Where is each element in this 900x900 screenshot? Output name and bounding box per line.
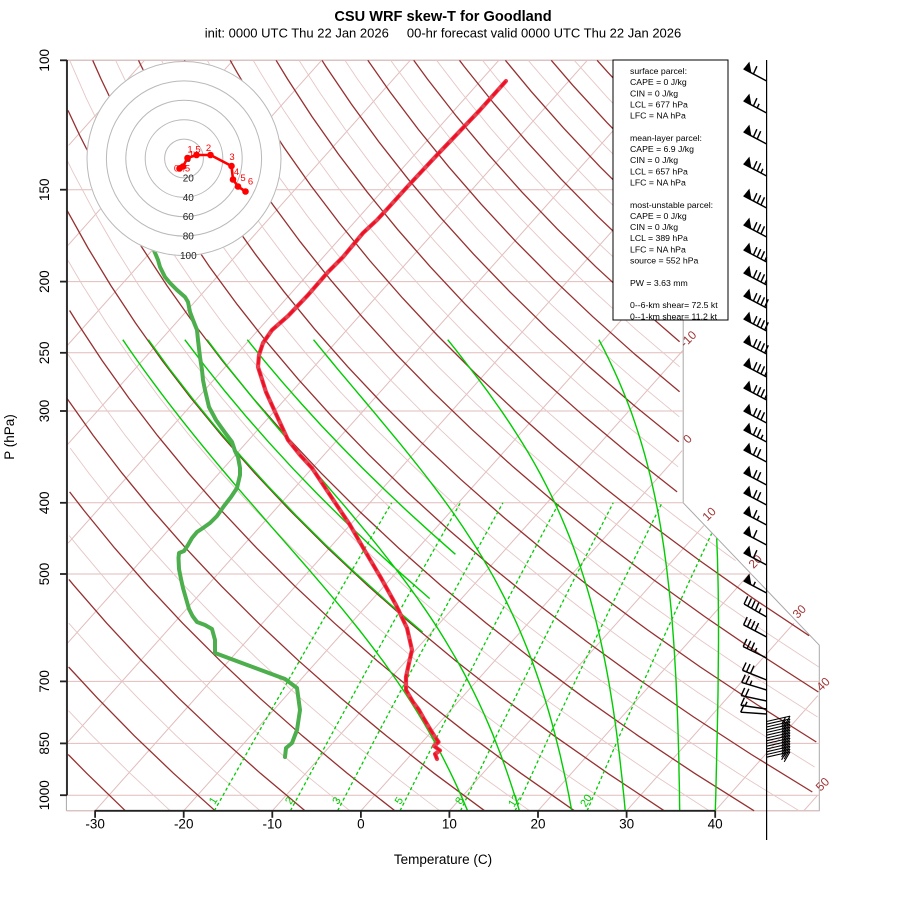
svg-text:-20: -20 — [174, 817, 194, 832]
svg-text:60: 60 — [183, 212, 195, 223]
svg-text:LCL = 677 hPa: LCL = 677 hPa — [630, 100, 688, 110]
svg-text:40: 40 — [708, 817, 723, 832]
svg-text:CAPE = 6.9 J/kg: CAPE = 6.9 J/kg — [630, 144, 694, 154]
svg-text:Temperature (C): Temperature (C) — [394, 852, 492, 867]
svg-text:LCL = 389 hPa: LCL = 389 hPa — [630, 233, 688, 243]
svg-text:0: 0 — [357, 817, 365, 832]
svg-text:LFC = NA hPa: LFC = NA hPa — [630, 178, 686, 188]
svg-text:150: 150 — [37, 178, 52, 201]
svg-text:CIN = 0 J/kg: CIN = 0 J/kg — [630, 222, 678, 232]
svg-text:2: 2 — [283, 795, 296, 807]
svg-text:5: 5 — [393, 795, 406, 807]
svg-text:-10: -10 — [263, 817, 283, 832]
svg-text:500: 500 — [37, 563, 52, 586]
svg-text:CAPE = 0 J/kg: CAPE = 0 J/kg — [630, 77, 687, 87]
svg-text:LCL = 657 hPa: LCL = 657 hPa — [630, 166, 688, 176]
svg-text:40: 40 — [183, 193, 195, 204]
svg-text:P (hPa): P (hPa) — [2, 414, 17, 460]
svg-text:most-unstable parcel:: most-unstable parcel: — [630, 200, 713, 210]
svg-text:20: 20 — [183, 173, 195, 184]
svg-text:1000: 1000 — [37, 780, 52, 810]
svg-text:400: 400 — [37, 492, 52, 515]
svg-text:20: 20 — [530, 817, 545, 832]
svg-text:CIN = 0 J/kg: CIN = 0 J/kg — [630, 88, 678, 98]
svg-text:80: 80 — [183, 232, 195, 243]
svg-text:300: 300 — [37, 400, 52, 423]
svg-text:5: 5 — [240, 173, 245, 184]
svg-text:200: 200 — [37, 270, 52, 293]
svg-text:100: 100 — [37, 49, 52, 72]
svg-text:250: 250 — [37, 342, 52, 365]
svg-text:2: 2 — [206, 143, 211, 154]
svg-text:6: 6 — [248, 177, 253, 188]
svg-text:10: 10 — [442, 817, 457, 832]
svg-text:100: 100 — [180, 251, 197, 262]
svg-text:1: 1 — [189, 150, 194, 161]
svg-text:0.5: 0.5 — [177, 164, 190, 175]
svg-text:init: 0000 UTC Thu 22 Jan 2026: init: 0000 UTC Thu 22 Jan 2026 00-hr for… — [205, 26, 681, 41]
svg-text:850: 850 — [37, 732, 52, 755]
svg-text:surface parcel:: surface parcel: — [630, 66, 687, 76]
svg-text:8: 8 — [453, 795, 466, 807]
svg-text:0--1-km shear= 11.2 kt: 0--1-km shear= 11.2 kt — [630, 311, 718, 321]
svg-text:CSU WRF skew-T for Goodland: CSU WRF skew-T for Goodland — [334, 9, 551, 25]
svg-text:700: 700 — [37, 670, 52, 693]
svg-text:20: 20 — [578, 793, 595, 810]
svg-text:3: 3 — [330, 795, 343, 807]
svg-text:1.5: 1.5 — [187, 145, 200, 156]
svg-text:-30: -30 — [85, 817, 105, 832]
svg-text:12: 12 — [506, 793, 523, 810]
svg-text:CIN = 0 J/kg: CIN = 0 J/kg — [630, 155, 678, 165]
svg-text:1: 1 — [207, 795, 220, 807]
svg-text:PW = 3.63 mm: PW = 3.63 mm — [630, 278, 688, 288]
svg-text:0--6-km shear= 72.5 kt: 0--6-km shear= 72.5 kt — [630, 300, 718, 310]
svg-text:mean-layer parcel:: mean-layer parcel: — [630, 133, 702, 143]
svg-text:0: 0 — [174, 164, 179, 175]
svg-text:LFC = NA hPa: LFC = NA hPa — [630, 111, 686, 121]
svg-text:4: 4 — [234, 167, 239, 178]
svg-text:LFC = NA hPa: LFC = NA hPa — [630, 244, 686, 254]
svg-text:30: 30 — [619, 817, 634, 832]
svg-text:CAPE = 0 J/kg: CAPE = 0 J/kg — [630, 211, 687, 221]
svg-text:source = 552 hPa: source = 552 hPa — [630, 256, 699, 266]
svg-text:3: 3 — [229, 152, 234, 163]
